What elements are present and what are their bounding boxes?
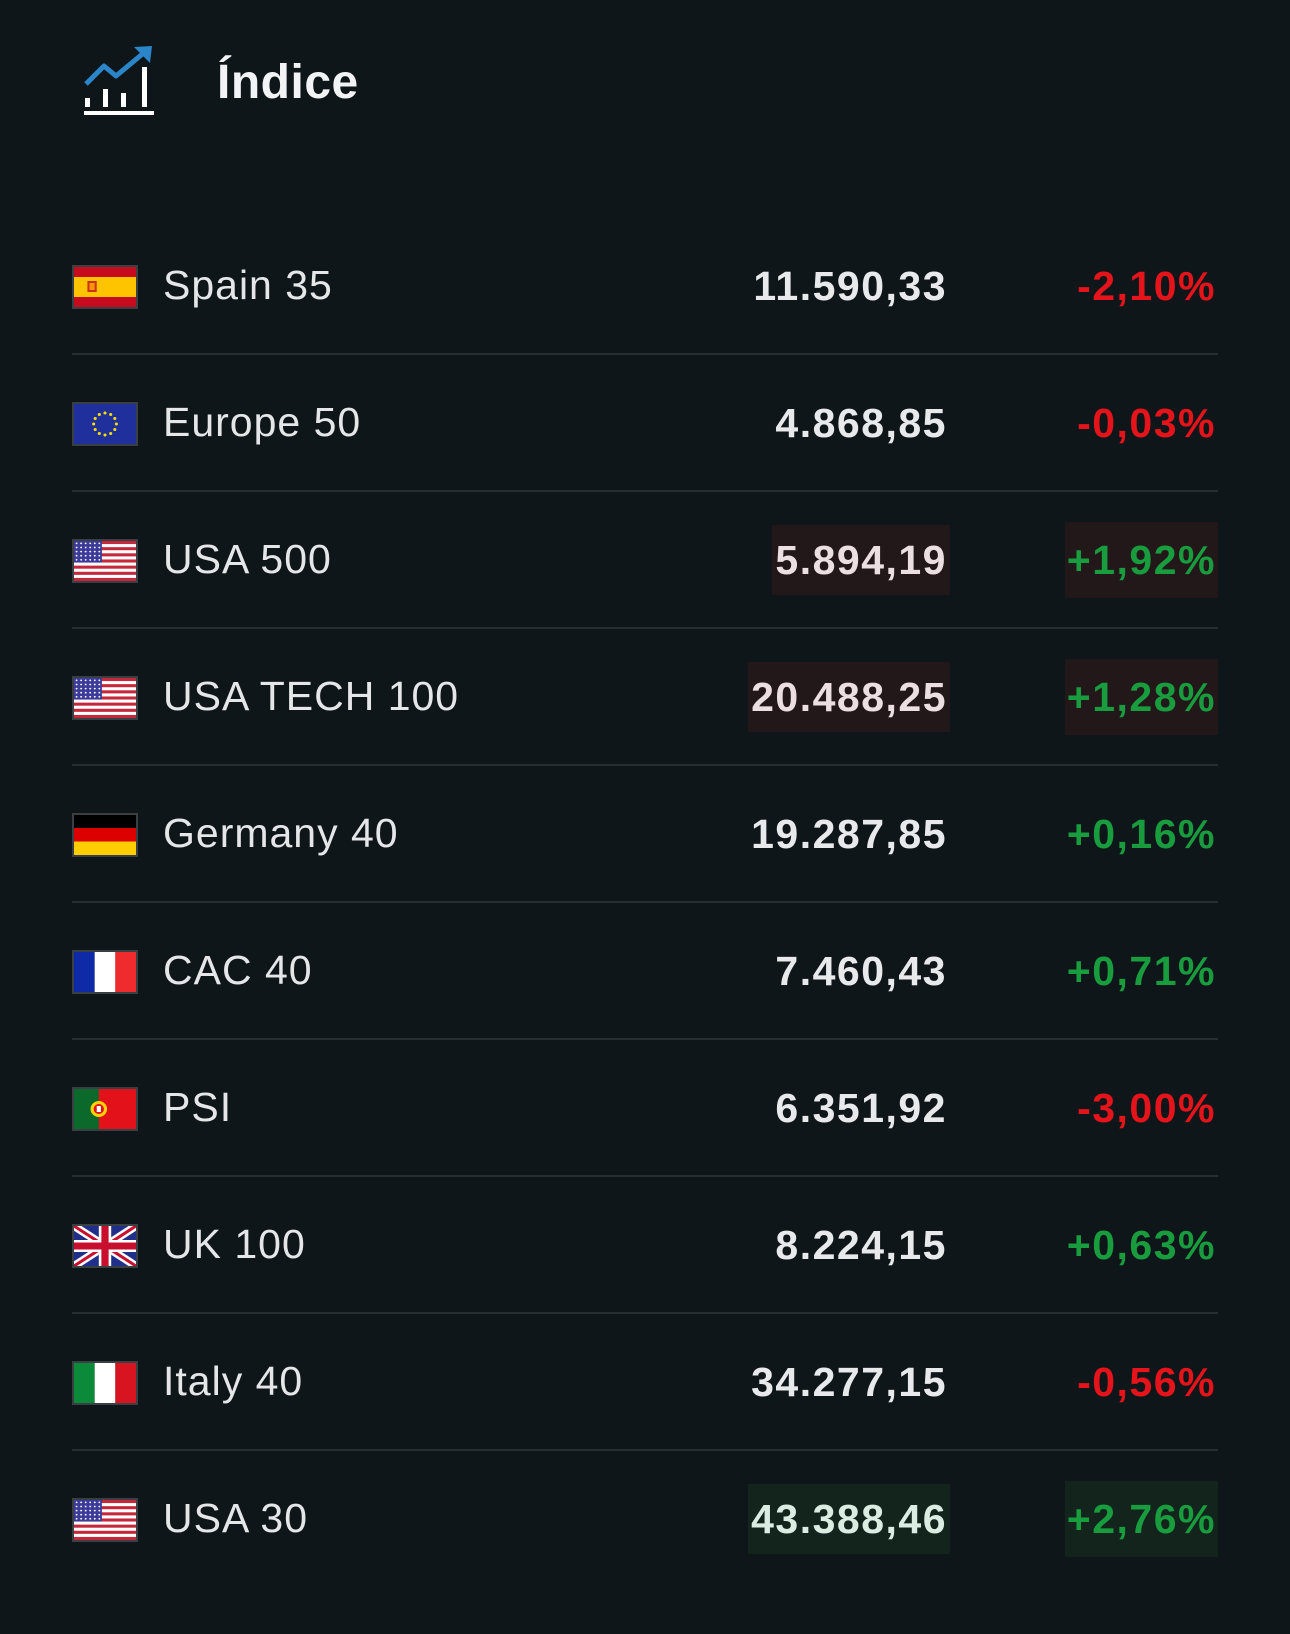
eu-flag-icon: [72, 402, 138, 446]
us-flag-icon: [72, 676, 138, 720]
index-name: CAC 40: [163, 947, 313, 993]
index-row[interactable]: USA 30 43.388,46 +2,76%: [72, 1451, 1218, 1588]
index-price: 8.224,15: [775, 1222, 947, 1268]
index-row[interactable]: Europe 50 4.868,85 -0,03%: [72, 355, 1218, 492]
index-change: +1,28%: [1064, 659, 1218, 735]
index-price: 19.287,85: [751, 811, 947, 857]
index-name: Italy 40: [163, 1358, 304, 1404]
uk-flag-icon: [72, 1224, 138, 1268]
index-price: 7.460,43: [775, 948, 947, 994]
index-row[interactable]: USA 500 5.894,19 +1,92%: [72, 492, 1218, 629]
page-title: Índice: [217, 55, 359, 109]
us-flag-icon: [72, 1498, 138, 1542]
index-price: 34.277,15: [751, 1359, 947, 1405]
index-name: Europe 50: [163, 399, 362, 445]
index-row[interactable]: UK 100 8.224,15 +0,63%: [72, 1177, 1218, 1314]
de-flag-icon: [72, 813, 138, 857]
index-row[interactable]: USA TECH 100 20.488,25 +1,28%: [72, 629, 1218, 766]
es-flag-icon: [72, 265, 138, 309]
index-name: USA TECH 100: [163, 673, 460, 719]
page-header: Índice: [82, 40, 359, 124]
index-change: +2,76%: [1064, 1481, 1218, 1557]
index-list: Spain 35 11.590,33 -2,10% Europe 50 4.868,85…: [72, 218, 1218, 1588]
index-price: 43.388,46: [748, 1484, 950, 1554]
index-price: 4.868,85: [775, 400, 947, 446]
index-row[interactable]: Germany 40 19.287,85 +0,16%: [72, 766, 1218, 903]
index-change: +0,16%: [1066, 811, 1216, 857]
pt-flag-icon: [72, 1087, 138, 1131]
fr-flag-icon: [72, 950, 138, 994]
index-name: PSI: [163, 1084, 233, 1130]
index-price: 5.894,19: [772, 525, 950, 595]
index-name: USA 30: [163, 1495, 309, 1541]
index-change: -3,00%: [1077, 1085, 1216, 1131]
index-name: Germany 40: [163, 810, 399, 856]
index-change: -2,10%: [1077, 263, 1216, 309]
index-change: -0,56%: [1077, 1359, 1216, 1405]
chart-trend-icon: [84, 46, 154, 115]
index-row[interactable]: Italy 40 34.277,15 -0,56%: [72, 1314, 1218, 1451]
index-name: USA 500: [163, 536, 332, 582]
index-row[interactable]: CAC 40 7.460,43 +0,71%: [72, 903, 1218, 1040]
index-row[interactable]: PSI 6.351,92 -3,00%: [72, 1040, 1218, 1177]
index-price: 11.590,33: [753, 263, 947, 309]
index-name: Spain 35: [163, 262, 333, 308]
us-flag-icon: [72, 539, 138, 583]
index-name: UK 100: [163, 1221, 306, 1267]
index-price: 20.488,25: [748, 662, 950, 732]
index-row[interactable]: Spain 35 11.590,33 -2,10%: [72, 218, 1218, 355]
index-price: 6.351,92: [775, 1085, 947, 1131]
index-change: +0,71%: [1066, 948, 1216, 994]
it-flag-icon: [72, 1361, 138, 1405]
index-change: -0,03%: [1077, 400, 1216, 446]
index-change: +1,92%: [1064, 522, 1218, 598]
index-change: +0,63%: [1066, 1222, 1216, 1268]
